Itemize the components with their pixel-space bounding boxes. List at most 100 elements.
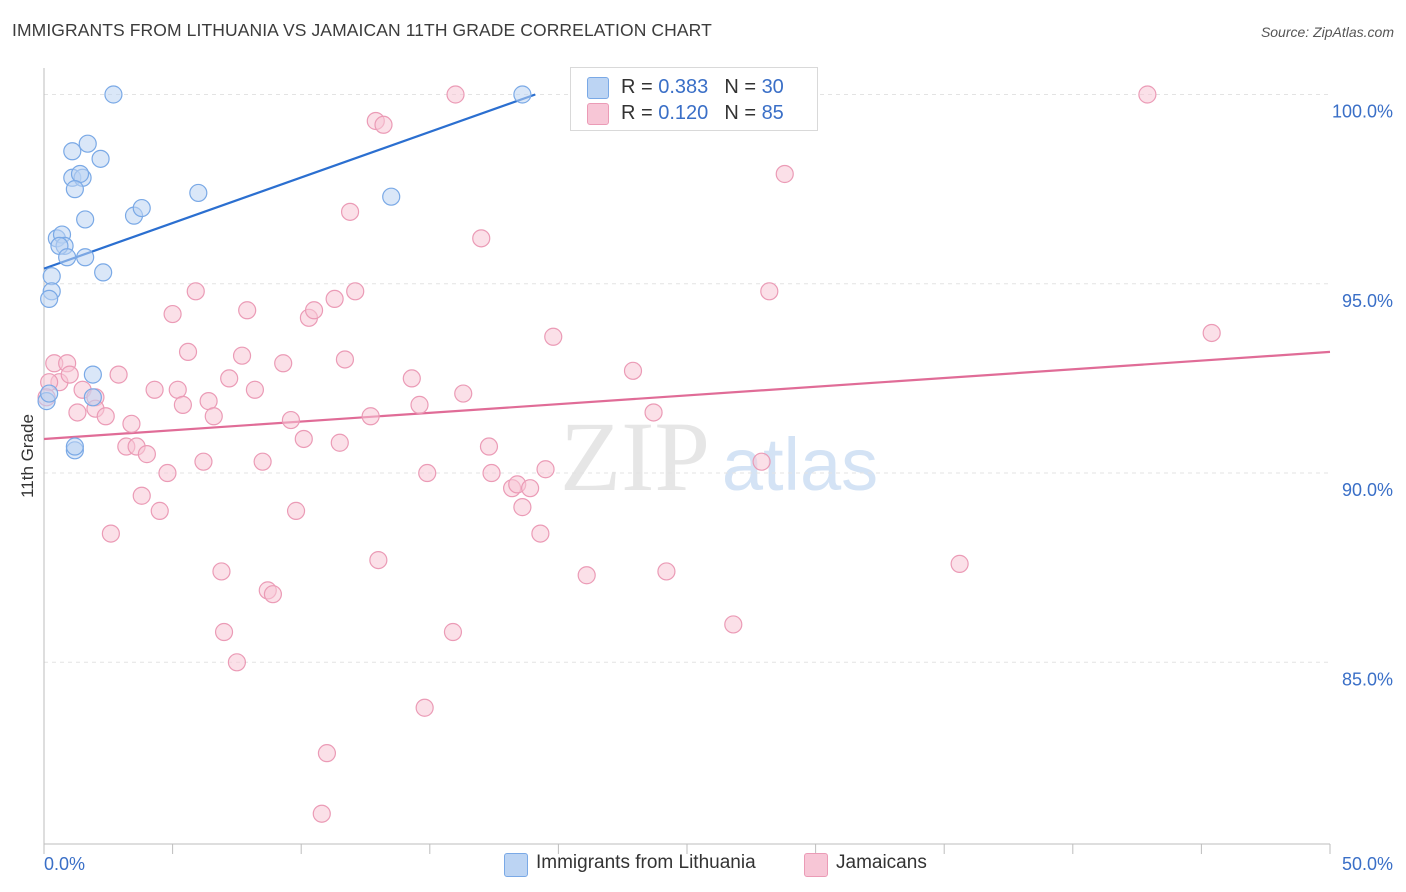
point-jamaicans [245,380,265,399]
point-jamaicans [263,585,283,604]
point-jamaicans [1202,323,1221,343]
point-lithuania [40,289,59,309]
point-lithuania [70,164,90,184]
point-jamaicans [253,452,272,471]
n-value-jamaicans: 85 [761,102,784,124]
point-jamaicans [644,403,663,422]
x-tick-labels: 0.0% 50.0% [44,854,1393,874]
point-jamaicans [410,395,429,414]
point-jamaicans [145,380,164,399]
point-jamaicans [109,365,128,384]
point-jamaicans [132,486,151,505]
point-jamaicans [531,524,550,543]
swatch-jamaicans [587,103,609,125]
y-tick-label: 100.0% [1332,101,1393,121]
point-jamaicans [536,460,555,479]
point-jamaicans [443,622,463,642]
point-jamaicans [521,479,540,498]
point-jamaicans [454,384,473,403]
y-tick-label: 95.0% [1342,291,1393,311]
point-jamaicans [317,744,337,763]
point-jamaicans [238,301,257,320]
point-jamaicans [304,301,324,320]
point-jamaicans [775,164,794,184]
y-tick-label: 90.0% [1342,480,1393,500]
point-lithuania [58,248,77,267]
point-jamaicans [482,463,501,483]
point-jamaicans [163,304,182,324]
point-lithuania [513,85,532,104]
trend-line-jamaicans [43,350,1331,441]
point-jamaicans [325,289,344,309]
point-jamaicans [232,346,252,365]
point-jamaicans [178,342,198,362]
y-tick-labels: 85.0% 90.0% 95.0% 100.0% [1332,101,1393,689]
r-value-lithuania: 0.383 [658,76,709,98]
point-jamaicans [286,501,306,520]
point-lithuania [63,142,82,161]
point-jamaicans [472,229,491,248]
trend-lines [43,93,1331,441]
point-jamaicans [158,463,177,483]
point-lithuania [104,85,123,104]
point-jamaicans [60,365,79,384]
point-lithuania [40,384,59,403]
point-jamaicans [212,562,231,581]
point-jamaicans [361,407,380,426]
trend-line-lithuania [43,93,536,270]
x-tick-label-max: 50.0% [1342,854,1393,874]
r-value-jamaicans: 0.120 [658,102,709,124]
point-jamaicans [330,433,349,452]
point-lithuania [132,198,151,218]
point-jamaicans [513,498,532,517]
point-jamaicans [214,622,234,642]
point-jamaicans [101,524,120,543]
series-legend: Immigrants from Lithuania Jamaicans [0,852,1406,878]
point-jamaicans [950,554,969,573]
y-tick-label: 85.0% [1342,669,1393,689]
swatch-lithuania [587,77,609,99]
point-lithuania [94,263,113,282]
watermark-zip: ZIP [560,401,710,512]
point-jamaicans [274,354,293,373]
point-jamaicans [312,804,331,823]
point-jamaicans [294,429,313,449]
point-lithuania [189,183,208,203]
point-jamaicans [122,414,141,433]
point-jamaicans [446,85,465,104]
point-lithuania [382,187,401,206]
chart-source: Source: ZipAtlas.com [1260,24,1394,40]
point-jamaicans [760,282,779,301]
point-jamaicans [374,115,393,134]
point-jamaicans [150,501,169,520]
point-jamaicans [194,452,213,471]
point-jamaicans [335,350,355,369]
point-jamaicans [220,369,239,388]
point-jamaicans [137,445,156,464]
r-label: R = [621,102,659,124]
legend-swatch-jamaicans [804,853,828,877]
point-lithuania [42,267,61,286]
point-jamaicans [68,403,87,422]
point-lithuania [65,437,84,456]
n-label: N = [724,76,762,98]
point-jamaicans [227,653,246,672]
watermark: ZIP atlas [560,401,878,512]
point-jamaicans [577,566,596,585]
point-jamaicans [199,392,218,411]
series-jamaicans [37,85,1221,823]
chart-title: IMMIGRANTS FROM LITHUANIA VS JAMAICAN 11… [12,20,712,40]
point-jamaicans [173,395,192,414]
point-lithuania [78,134,97,153]
point-jamaicans [96,407,115,426]
point-jamaicans [479,437,499,456]
point-jamaicans [724,615,743,634]
point-lithuania [83,365,102,384]
point-lithuania [91,149,110,168]
n-label: N = [724,102,762,124]
legend-label-jamaicans: Jamaicans [836,852,927,873]
point-jamaicans [186,282,205,301]
point-jamaicans [657,562,676,581]
points-layer [37,85,1221,823]
point-jamaicans [346,282,365,301]
